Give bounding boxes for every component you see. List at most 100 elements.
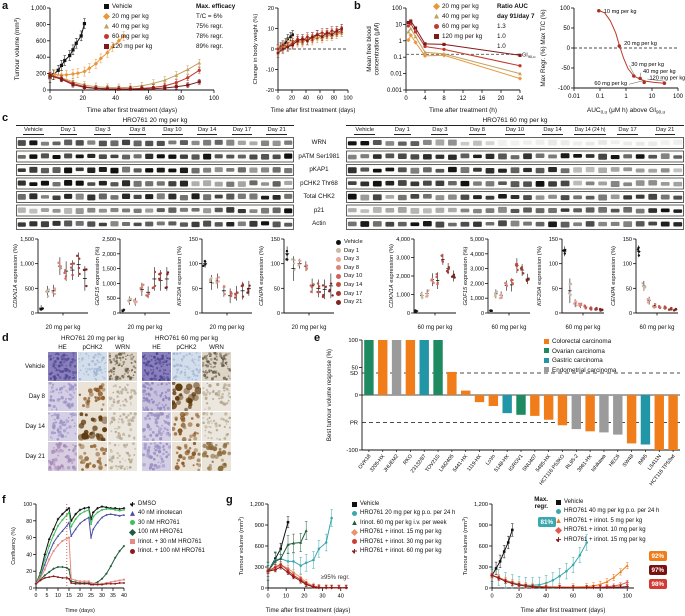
chart-e-svg: -100 0 50 100 SD PR Best tumour volume respons…	[326, 338, 680, 487]
svg-text:Time after first treatment (da: Time after first treatment (days)	[87, 107, 177, 114]
histology-image-wrn_pale	[108, 442, 137, 471]
svg-text:25: 25	[88, 593, 94, 599]
circle-marker-icon	[336, 256, 341, 262]
svg-text:30: 30	[319, 594, 325, 600]
legend-label: Vehicle	[360, 501, 380, 507]
panel-a-legend: Vehicle 20 mg per kg 40 mg per kg 60 mg per…	[102, 2, 153, 52]
svg-text:Ishikawa: Ishikawa	[590, 453, 607, 473]
svg-text:10: 10	[649, 94, 656, 100]
histology-image-ihc_blue	[172, 352, 201, 381]
svg-text:20: 20	[268, 6, 274, 12]
svg-text:40: 40	[543, 594, 549, 600]
svg-text:RKO: RKO	[402, 454, 414, 467]
svg-text:GI90,u: GI90,u	[522, 52, 536, 59]
svg-text:20 mg per kg: 20 mg per kg	[291, 325, 326, 331]
legend-label: 40 mg per kg	[112, 23, 149, 30]
svg-text:0.1: 0.1	[394, 55, 403, 61]
circle-marker-icon	[336, 291, 341, 297]
ratio-auc-value: 1.3	[497, 23, 506, 30]
svg-text:20 mg per kg: 20 mg per kg	[209, 325, 244, 331]
pkpd-scatter-chart: -100 -50 0 50 100 0.01 0.1 1 10 100 Max Regr. (%) …	[538, 0, 685, 115]
histology-image-ihc_brown_med	[78, 442, 107, 471]
cdkn1a-expression-chart-60mg: 0 1,000 2,000 3,000 4,000 CDKN1A expression (…	[386, 234, 458, 331]
svg-text:20: 20	[77, 593, 83, 599]
legend-item: DMSO	[130, 500, 205, 509]
square-marker-icon	[544, 348, 549, 353]
svg-text:40: 40	[112, 96, 119, 102]
circle-marker-icon	[434, 23, 439, 29]
svg-text:20: 20	[498, 96, 505, 102]
blot-group-label: Day 8	[129, 127, 147, 135]
svg-text:3,000: 3,000	[470, 267, 484, 273]
svg-text:1,000: 1,000	[102, 281, 116, 287]
panel-d-group-title: HRO761 60 mg per kg	[155, 335, 218, 342]
panel-g-left-legend: Vehicle HRO761 20 mg per kg p.o. per 24 h…	[350, 500, 455, 556]
svg-text:Max Regr. (%) Max T/C (%): Max Regr. (%) Max T/C (%)	[540, 9, 547, 86]
blot-group-label: Day 1	[393, 127, 411, 135]
svg-text:-20: -20	[266, 88, 274, 94]
panel-d-column-header: HE	[152, 344, 161, 351]
svg-text:500: 500	[25, 286, 34, 292]
circle-marker-icon	[104, 33, 109, 39]
ratio-auc-column: Ratio AUC day 91/day 7 1.3 1.0 1.0	[497, 2, 534, 52]
svg-text:Time after first treatment (da: Time after first treatment (days)	[271, 107, 356, 114]
svg-text:CENPA expression (%): CENPA expression (%)	[259, 246, 265, 306]
svg-text:40: 40	[26, 552, 32, 558]
legend-item: Irinot. + 100 nM HRO761	[130, 547, 205, 556]
legend-label: HRO761 + irinot. 15 mg per kg	[360, 529, 442, 536]
svg-text:-100: -100	[346, 448, 358, 454]
day-legend: Vehicle Day 1 Day 3 Day 8 Day 10 Day 14 Day 17…	[336, 238, 363, 307]
legend-label: 60 mg per kg	[112, 33, 149, 40]
histology-image-wrn_dark	[108, 352, 137, 381]
histology-image-he_light	[142, 412, 171, 441]
svg-text:50: 50	[274, 286, 280, 292]
legend-item: HRO761 + irinot. 15 mg per kg	[556, 536, 659, 545]
svg-text:KIF20A expression (%): KIF20A expression (%)	[177, 246, 183, 306]
svg-text:300: 300	[255, 565, 264, 571]
svg-text:900: 900	[479, 523, 488, 529]
legend-item: HRO761 + irinot. 5 mg per kg	[556, 517, 659, 526]
histology-image-wrn_pale	[108, 382, 137, 411]
legend-label: DMSO	[138, 501, 156, 507]
svg-text:0: 0	[261, 586, 264, 592]
svg-text:12: 12	[460, 96, 467, 102]
legend-label: Day 14	[344, 281, 363, 288]
svg-text:KIF20A expression (%): KIF20A expression (%)	[537, 246, 543, 306]
square-marker-icon	[130, 539, 135, 545]
legend-label: 120 mg per kg	[112, 43, 153, 50]
legend-label: HRO761 + irinot. 15 mg per kg	[564, 536, 646, 543]
legend-item: Vehicle	[336, 238, 363, 247]
svg-text:80: 80	[26, 519, 32, 525]
blot-group-label: Day 17	[231, 127, 253, 135]
svg-text:1,000: 1,000	[470, 296, 484, 302]
panel-d-row-label: Day 21	[25, 453, 45, 460]
blot-row-label: Total CHK2	[303, 193, 335, 200]
svg-text:20: 20	[289, 96, 295, 102]
histology-image-wrn_pale	[202, 412, 231, 441]
legend-item: Vehicle	[104, 2, 152, 12]
chart-cL3-svg: 0 50 100 150 KIF20A expression (%) 20 mg per …	[177, 237, 252, 331]
svg-text:20: 20	[516, 594, 522, 600]
svg-text:Time (days): Time (days)	[65, 608, 95, 614]
blot-row-label: pCHK2 Thr68	[300, 179, 338, 187]
svg-text:20 mg per kg: 20 mg per kg	[127, 325, 162, 331]
histology-image-ihc_brown_strong	[172, 382, 201, 411]
circle-marker-icon	[130, 548, 135, 554]
svg-text:2,000: 2,000	[396, 274, 410, 280]
svg-text:1: 1	[624, 94, 628, 100]
svg-text:concentration (μM): concentration (μM)	[374, 23, 381, 76]
legend-label: Day 3	[344, 256, 360, 263]
square-marker-icon	[544, 338, 549, 344]
svg-text:100: 100	[209, 96, 220, 102]
svg-text:300: 300	[479, 565, 488, 571]
svg-text:50: 50	[552, 286, 558, 292]
legend-item: HRO761 + irinot. 60 mg per kg	[352, 547, 455, 556]
panel-d-group-title: HRO761 20 mg per kg	[61, 335, 124, 342]
max-efficacy-value: 78% regr.	[196, 33, 223, 40]
waterfall-chart: -100 0 50 100 SD PR Best tumour volume respons…	[324, 334, 684, 494]
svg-text:1,200: 1,200	[250, 502, 264, 508]
svg-text:1,200: 1,200	[474, 502, 488, 508]
svg-text:100: 100	[623, 262, 632, 268]
